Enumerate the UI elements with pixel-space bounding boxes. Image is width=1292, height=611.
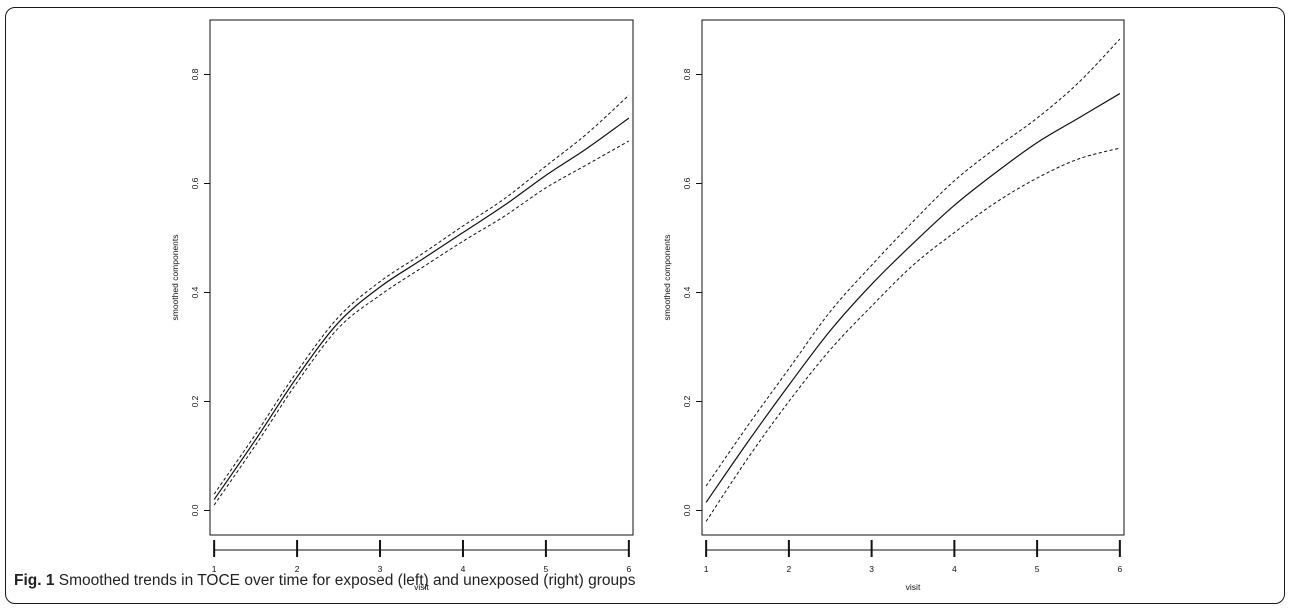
y-tick-label: 0.2 <box>682 395 692 407</box>
figure-caption-label: Fig. 1 <box>14 572 55 589</box>
figure-caption: Fig. 1 Smoothed trends in TOCE over time… <box>14 572 635 590</box>
y-axis-label: smoothed components <box>170 235 180 321</box>
x-tick-label: 6 <box>1117 564 1122 574</box>
y-tick-label: 0.8 <box>682 68 692 80</box>
confidence-band-line <box>213 140 630 506</box>
x-axis-label: visit <box>414 582 429 592</box>
y-tick-label: 0.8 <box>190 68 200 80</box>
y-tick-label: 0.6 <box>682 177 692 189</box>
x-tick-label: 5 <box>544 564 549 574</box>
plot-frame <box>209 19 634 536</box>
x-tick-label: 2 <box>787 564 792 574</box>
chart-panel-right: 0.0 0.2 0.4 0.6 0.8 1 2 3 4 5 6 visit smoothed compo… <box>662 19 1125 592</box>
smooth-trend-line <box>213 117 630 500</box>
y-tick-label: 0.6 <box>190 177 200 189</box>
smooth-trend-line <box>705 93 1121 503</box>
y-tick-label: 0.4 <box>190 286 200 298</box>
x-tick-label: 4 <box>461 564 466 574</box>
y-tick-label: 0.0 <box>682 504 692 516</box>
y-tick-label: 0.2 <box>190 395 200 407</box>
y-tick-label: 0.4 <box>682 286 692 298</box>
plot-frame <box>701 19 1125 536</box>
chart-panel-left: 0.0 0.2 0.4 0.6 0.8 1 2 3 4 5 6 visit smoothed compo… <box>170 19 634 592</box>
confidence-band-line <box>213 94 630 495</box>
x-tick-label: 2 <box>295 564 300 574</box>
x-tick-label: 1 <box>212 564 217 574</box>
x-axis-label: visit <box>906 582 921 592</box>
x-tick-label: 4 <box>952 564 957 574</box>
x-tick-label: 3 <box>378 564 383 574</box>
y-axis-label: smoothed components <box>662 235 672 321</box>
figure-caption-text: Smoothed trends in TOCE over time for ex… <box>58 572 636 589</box>
confidence-band-line <box>705 147 1120 522</box>
y-tick-label: 0.0 <box>190 504 200 516</box>
figure-frame <box>5 7 1285 604</box>
x-tick-label: 6 <box>626 564 631 574</box>
x-tick-label: 1 <box>704 564 709 574</box>
x-tick-label: 5 <box>1035 564 1040 574</box>
x-tick-label: 3 <box>869 564 874 574</box>
confidence-band-line <box>705 38 1121 487</box>
